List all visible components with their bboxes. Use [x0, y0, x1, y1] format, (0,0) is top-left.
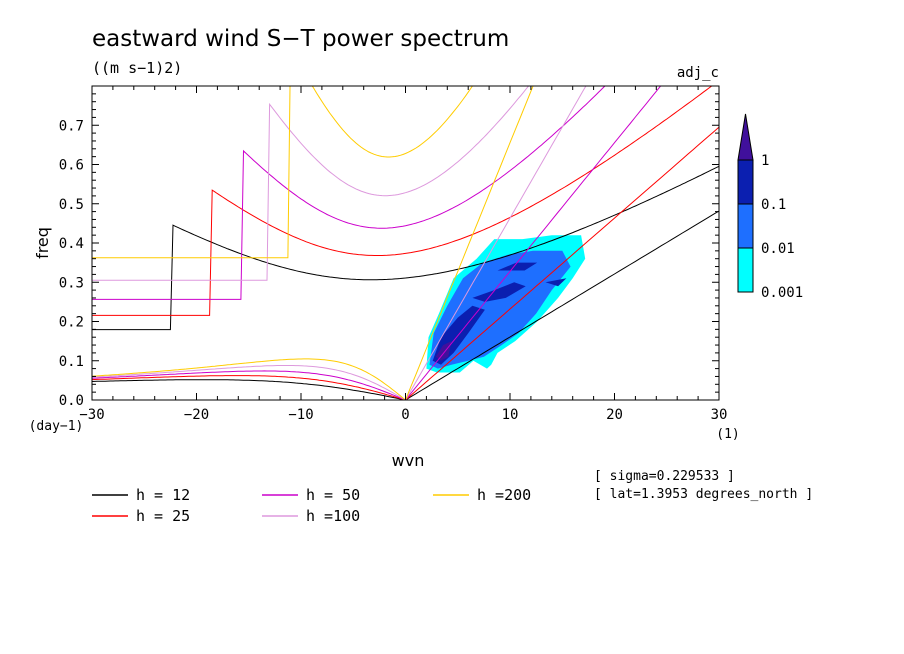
dispersion-curves — [92, 86, 719, 400]
x-tick-label: −10 — [288, 407, 313, 423]
chart-title: eastward wind S−T power spectrum — [92, 26, 509, 52]
plot-frame — [91, 85, 720, 401]
spectrum-contours — [426, 235, 586, 373]
dispersion-curve-h200-branch-2 — [92, 358, 406, 400]
dispersion-curve-h25-branch-2 — [92, 375, 406, 400]
y-tick-label: 0.4 — [59, 236, 84, 252]
legend-label-h100: h =100 — [306, 507, 360, 525]
contour-region-2 — [429, 250, 571, 369]
dispersion-curve-h50-branch-1 — [92, 86, 606, 300]
y-axis-label: freq — [33, 227, 52, 259]
contour-region-6 — [545, 278, 567, 287]
y-tick-label: 0.3 — [59, 275, 84, 291]
y-tick-label: 0.7 — [59, 118, 84, 134]
legend-label-h50: h = 50 — [306, 486, 360, 504]
legend-label-h12: h = 12 — [136, 486, 190, 504]
contour-region-5 — [497, 262, 538, 271]
y-axis-units: (day−1) — [29, 419, 84, 434]
dispersion-curve-h50-branch-2 — [92, 370, 406, 400]
dispersion-curve-h25-branch-1 — [92, 86, 713, 316]
dispersion-curve-h50-branch-3 — [405, 86, 662, 400]
y-tick-label: 0.2 — [59, 315, 84, 331]
contour-region-4 — [472, 282, 526, 302]
dispersion-curve-h100-branch-2 — [92, 365, 406, 400]
legend: h = 12 h = 25 h = 50 h =100 h =200 — [92, 486, 531, 525]
x-axis-label: wvn — [392, 451, 425, 470]
colorbar-label: 0.01 — [761, 241, 795, 257]
dispersion-curve-h200-branch-3 — [405, 86, 534, 400]
colorbar-band-3 — [737, 159, 754, 205]
colorbar-label: 0.001 — [761, 285, 803, 301]
legend-label-h200: h =200 — [477, 486, 531, 504]
colorbar-arrow — [737, 113, 754, 161]
x-tick-label: 20 — [606, 407, 623, 423]
y-tick-label: 0.0 — [59, 393, 84, 409]
colorbar: 0.001 0.01 0.1 1 — [737, 113, 803, 301]
x-tick-label: 10 — [502, 407, 519, 423]
lat-annotation: [ lat=1.3953 degrees_north ] — [594, 487, 813, 502]
sigma-annotation: [ sigma=0.229533 ] — [594, 469, 735, 484]
y-tick-label: 0.6 — [59, 158, 84, 174]
x-tick-label: 30 — [711, 407, 728, 423]
contour-region-7 — [435, 341, 452, 361]
colorbar-label: 1 — [761, 153, 769, 169]
dispersion-curve-h200-branch-1 — [92, 86, 474, 259]
legend-label-h25: h = 25 — [136, 507, 190, 525]
x-tick-label: 0 — [401, 407, 409, 423]
colorbar-band-1 — [737, 247, 754, 293]
x-axis-units: (1) — [716, 427, 739, 442]
chart-subtitle: ((m s−1)2) — [92, 59, 182, 77]
dispersion-curve-h100-branch-3 — [405, 86, 587, 400]
dispersion-curve-h12-branch-3 — [405, 210, 719, 400]
axis-ticks: −30 −20 −10 0 10 20 30 0.0 0.1 0.2 0.3 0.4 0.5 0.6 0.7 — [59, 85, 728, 423]
y-tick-label: 0.5 — [59, 197, 84, 213]
y-tick-label: 0.1 — [59, 354, 84, 370]
dataset-label: adj_c — [677, 65, 719, 81]
dispersion-curve-h25-branch-3 — [405, 126, 719, 400]
dispersion-curve-h12-branch-2 — [92, 379, 406, 400]
colorbar-label: 0.1 — [761, 197, 786, 213]
x-tick-label: −20 — [184, 407, 209, 423]
dispersion-curve-h12-branch-1 — [92, 165, 719, 331]
x-tick-label: −30 — [79, 407, 104, 423]
dispersion-curve-h100-branch-1 — [92, 86, 530, 281]
colorbar-band-2 — [737, 203, 754, 249]
